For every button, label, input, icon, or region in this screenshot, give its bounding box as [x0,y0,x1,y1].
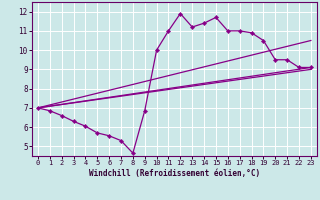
X-axis label: Windchill (Refroidissement éolien,°C): Windchill (Refroidissement éolien,°C) [89,169,260,178]
